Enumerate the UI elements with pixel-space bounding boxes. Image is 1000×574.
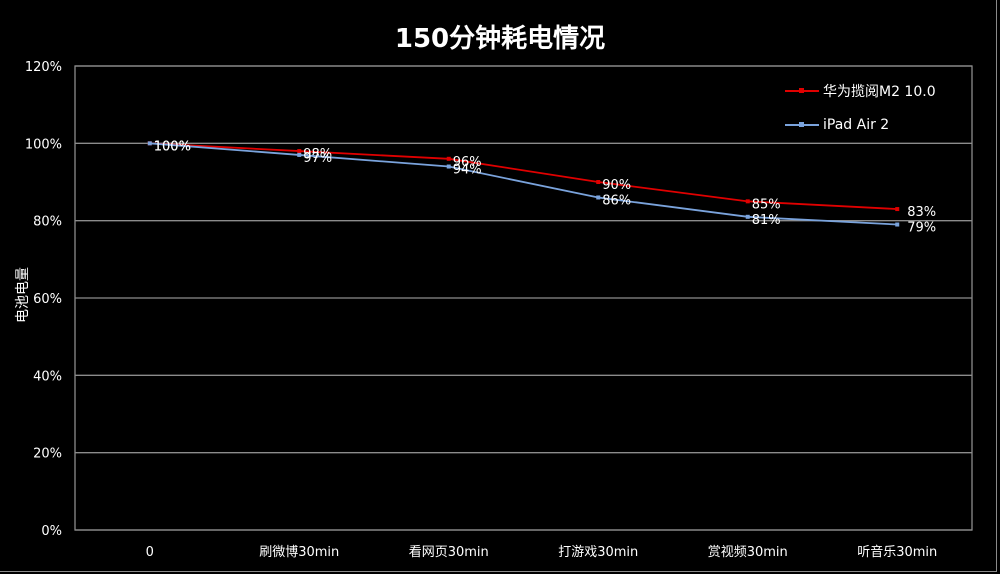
x-tick-label: 0: [146, 545, 154, 560]
series-line: [149, 142, 898, 210]
y-tick-label: 100%: [25, 137, 62, 152]
y-tick-label: 60%: [33, 292, 62, 307]
y-tick-label: 20%: [33, 447, 62, 462]
y-tick-label: 80%: [33, 215, 62, 230]
data-point-marker: [895, 207, 900, 212]
data-label: 98%: [303, 147, 332, 162]
data-point-marker: [297, 152, 302, 157]
data-point-marker: [446, 164, 451, 169]
series-line: [149, 142, 898, 226]
data-point-marker: [596, 195, 601, 200]
data-label: 79%: [907, 221, 936, 236]
x-tick-label: 赏视频30min: [708, 545, 788, 560]
legend-swatch-huawei: [785, 88, 819, 93]
y-tick-label: 120%: [25, 60, 62, 75]
y-tick-label: 0%: [41, 524, 62, 539]
data-label: 100%: [154, 139, 191, 154]
data-point-marker: [745, 199, 750, 204]
data-label: 83%: [907, 205, 936, 220]
chart-title: 150分钟耗电情况: [394, 24, 606, 54]
legend-label-ipad: iPad Air 2: [823, 117, 890, 133]
plot-border: [74, 65, 973, 531]
data-point-marker: [147, 141, 152, 146]
legend-swatch-ipad: [785, 122, 819, 127]
legend-item-huawei: 华为揽阅M2 10.0: [785, 74, 972, 108]
data-point-marker: [596, 180, 601, 184]
data-label: 97%: [303, 151, 332, 166]
data-point-marker: [446, 156, 451, 161]
data-label: 90%: [602, 178, 631, 193]
legend: 华为揽阅M2 10.0 iPad Air 2: [785, 74, 972, 142]
data-label: 81%: [752, 213, 781, 228]
data-label: 100%: [154, 139, 191, 154]
x-tick-label: 听音乐30min: [857, 544, 937, 560]
x-tick-label: 打游戏30min: [558, 545, 638, 560]
legend-label-huawei: 华为揽阅M2 10.0: [823, 84, 936, 100]
data-point-marker: [745, 214, 750, 219]
data-label: 86%: [602, 193, 631, 208]
data-label: 85%: [752, 197, 781, 212]
data-label: 96%: [453, 155, 482, 170]
legend-item-ipad: iPad Air 2: [785, 108, 972, 142]
data-point-marker: [895, 222, 900, 227]
x-tick-label: 刷微博30min: [259, 545, 339, 560]
y-tick-label: 40%: [33, 369, 62, 384]
data-label: 94%: [453, 163, 482, 178]
data-point-marker: [297, 149, 302, 154]
x-tick-label: 看网页30min: [409, 544, 489, 560]
